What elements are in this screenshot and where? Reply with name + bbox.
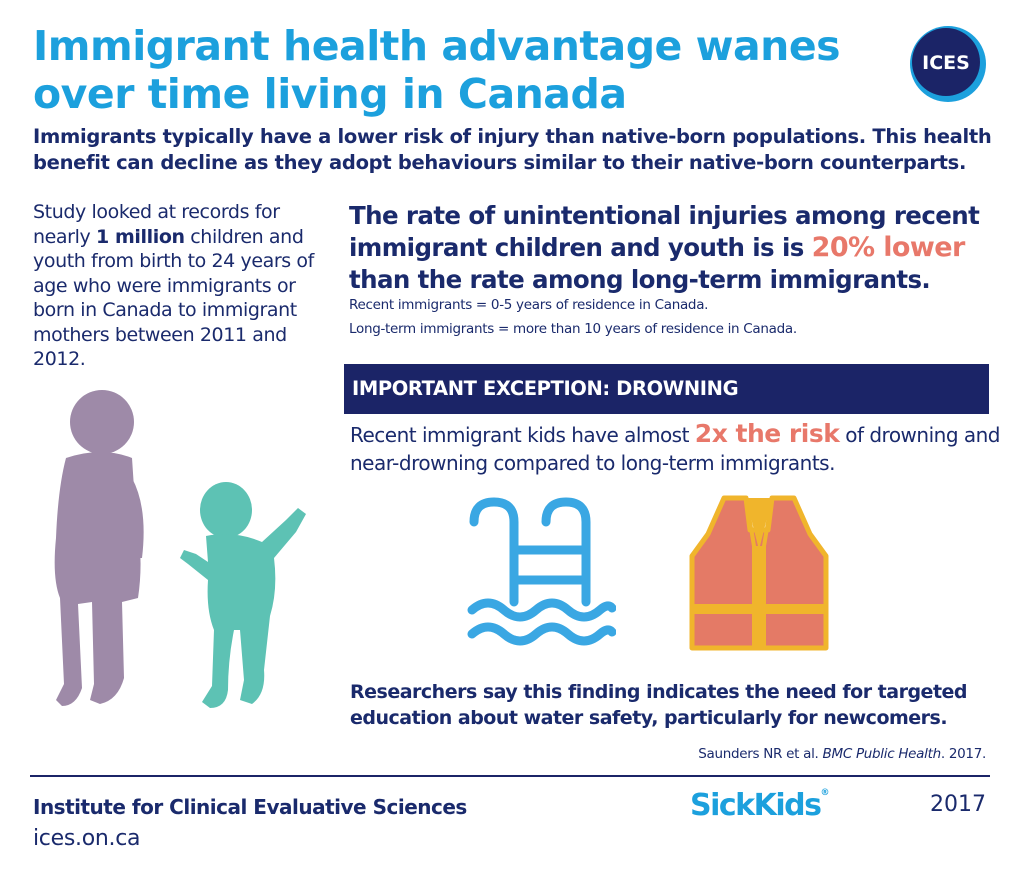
rate-highlight: 20% lower — [811, 232, 966, 263]
citation: Saunders NR et al. BMC Public Health. 20… — [698, 746, 986, 762]
footer-divider — [30, 775, 990, 777]
sickkids-mark: ® — [820, 788, 830, 798]
institute-name: Institute for Clinical Evaluative Scienc… — [33, 795, 467, 819]
life-vest-icon — [689, 495, 829, 651]
study-text-before: Study looked at records for nearly — [33, 201, 280, 248]
citation-journal: BMC Public Health — [822, 746, 942, 762]
definition-longterm: Long-term immigrants = more than 10 year… — [349, 321, 797, 337]
study-description: Study looked at records for nearly 1 mil… — [33, 200, 323, 372]
sickkids-text: SickKids — [690, 788, 822, 823]
study-text-after: children and youth from birth to 24 year… — [33, 225, 314, 371]
injury-rate-statement: The rate of unintentional injuries among… — [349, 200, 999, 296]
study-count: 1 million — [95, 225, 185, 248]
citation-year: . 2017. — [940, 746, 986, 762]
exception-banner: IMPORTANT EXCEPTION: DROWNING — [344, 364, 989, 414]
rate-text-after: than the rate among long-term immigrants… — [349, 265, 931, 294]
logo-text: ICES — [922, 52, 970, 74]
definition-recent: Recent immigrants = 0-5 years of residen… — [349, 297, 709, 313]
drowning-text-after: of drowning and near-drowning compared t… — [350, 423, 1001, 475]
sickkids-logo: SickKids® — [690, 788, 830, 823]
pool-ladder-icon — [467, 497, 616, 646]
rate-text-before: The rate of unintentional injuries among… — [349, 201, 980, 262]
institute-url[interactable]: ices.on.ca — [33, 826, 141, 851]
ices-logo: ICES — [910, 26, 986, 102]
drowning-statement: Recent immigrant kids have almost 2x the… — [350, 419, 1001, 477]
page-subtitle: Immigrants typically have a lower risk o… — [33, 125, 992, 174]
researchers-conclusion: Researchers say this finding indicates t… — [350, 681, 968, 729]
publication-year: 2017 — [930, 792, 986, 817]
drowning-highlight: 2x the risk — [694, 419, 840, 448]
child-silhouette-icon — [54, 390, 144, 706]
drowning-text-before: Recent immigrant kids have almost — [350, 423, 695, 447]
citation-authors: Saunders NR et al. — [698, 746, 823, 762]
toddler-silhouette-icon — [180, 482, 306, 708]
page-title: Immigrant health advantage wanes over ti… — [33, 22, 841, 118]
